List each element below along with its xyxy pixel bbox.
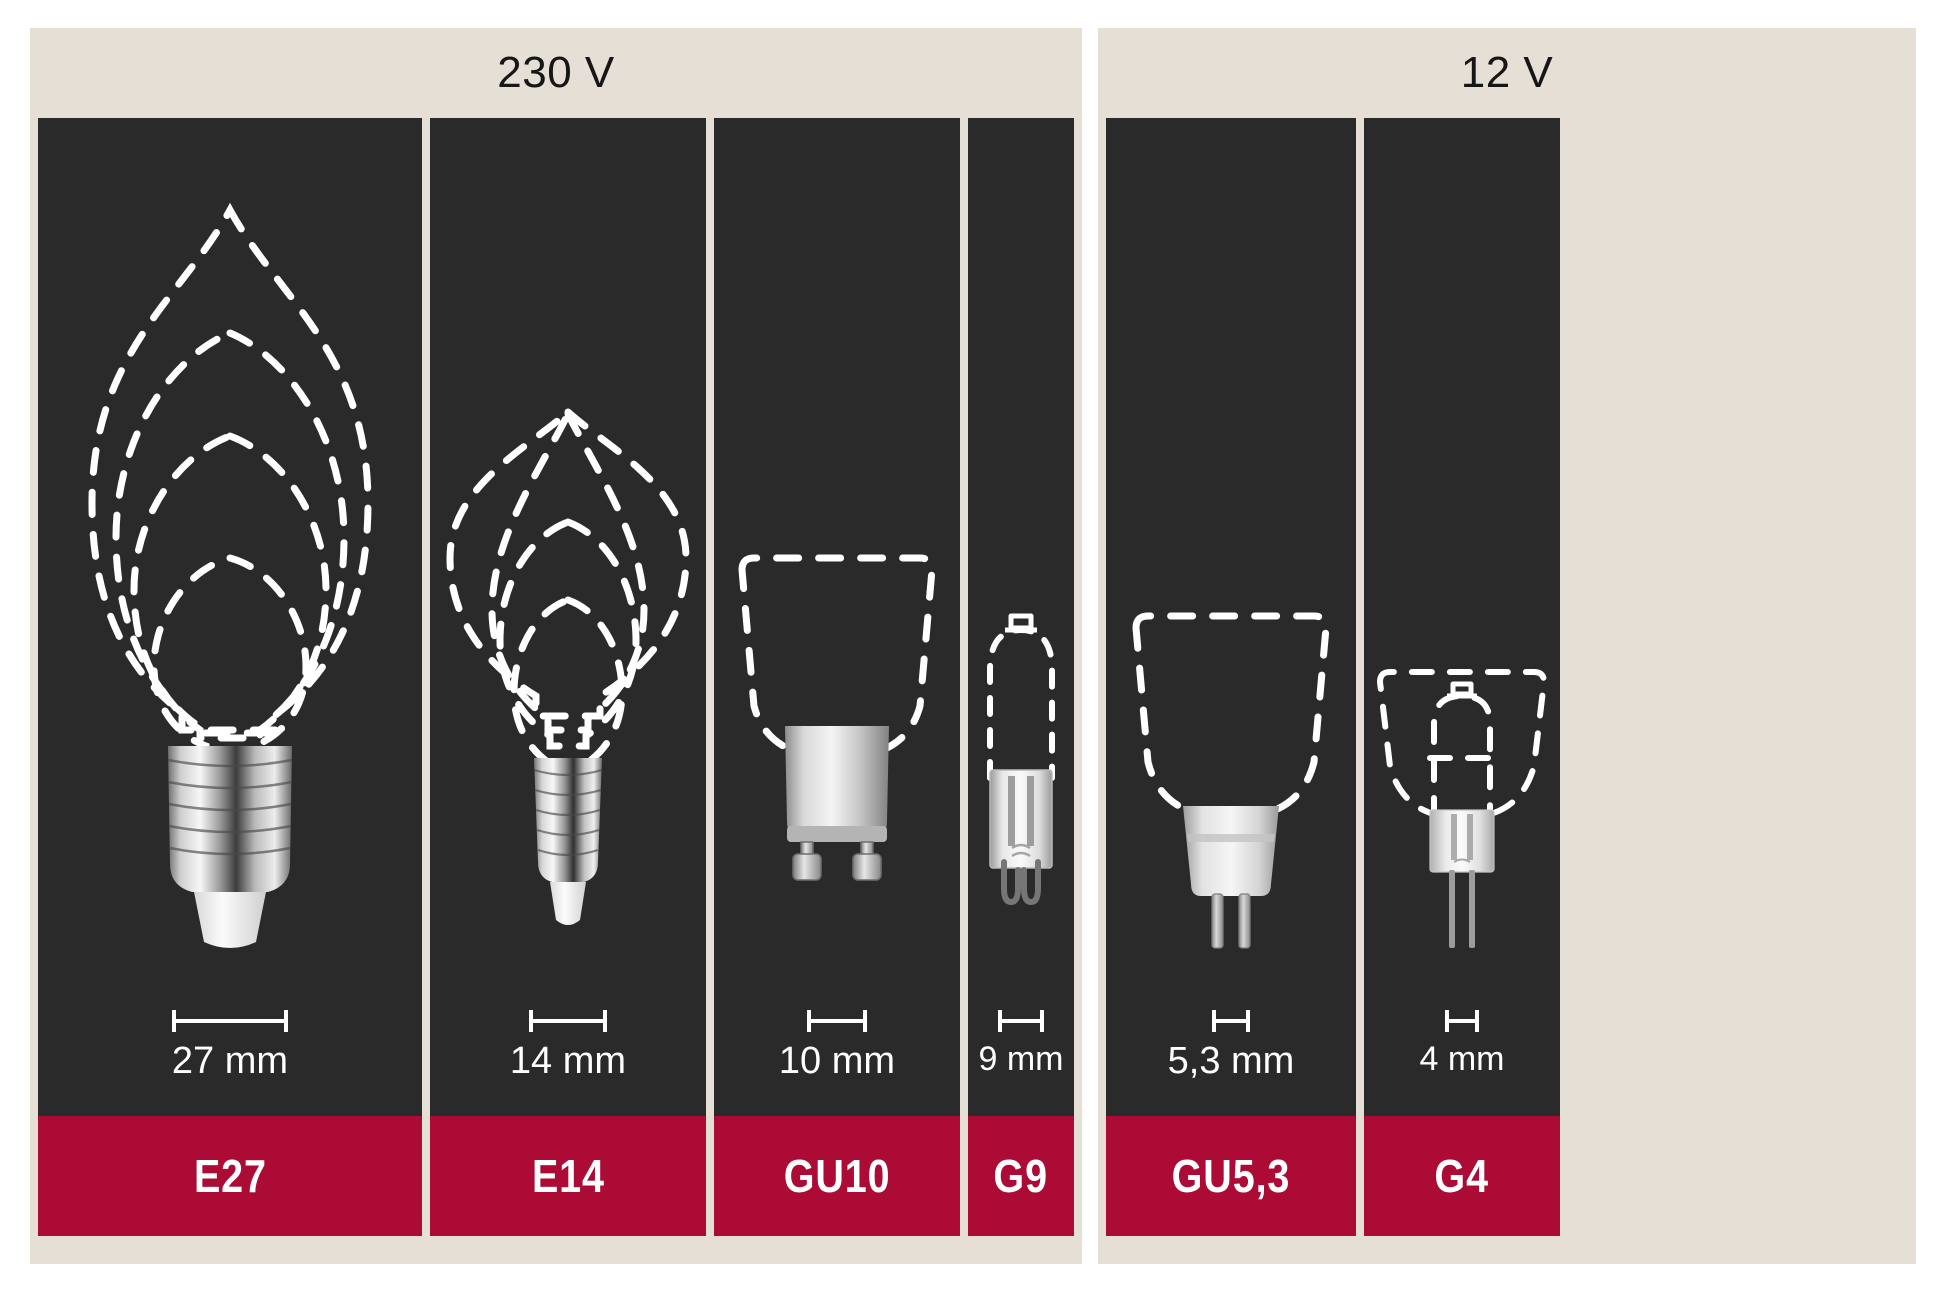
socket-measure-e14: 14 mm (430, 996, 706, 1116)
socket-column-g4[interactable]: 4 mm G4 (1364, 118, 1560, 1236)
measure-bar-gu53 (1212, 1010, 1250, 1032)
socket-name-bar-gu53: GU5,3 (1106, 1116, 1356, 1236)
measure-bar-e27 (172, 1010, 288, 1032)
socket-art-e27 (38, 118, 422, 996)
socket-measure-g9: 9 mm (968, 996, 1074, 1116)
socket-art-g9 (968, 118, 1074, 996)
socket-column-gu53[interactable]: 5,3 mm GU5,3 (1106, 118, 1356, 1236)
socket-art-g4 (1364, 118, 1560, 996)
measure-label-g9: 9 mm (978, 1040, 1064, 1078)
bulb-outline-c (130, 432, 330, 742)
measure-bar-e14 (529, 1010, 607, 1032)
socket-name-g4: G4 (1434, 1150, 1490, 1202)
bulb-outline-b (488, 406, 648, 734)
voltage-group-230v-title: 230 V (497, 48, 615, 97)
socket-art-gu10 (714, 118, 960, 996)
socket-measure-e27: 27 mm (38, 996, 422, 1116)
socket-name-g9: G9 (993, 1150, 1049, 1202)
voltage-group-12v: 12 V (1098, 28, 1916, 1264)
socket-name-bar-g9: G9 (968, 1116, 1074, 1236)
socket-art-gu53 (1106, 118, 1356, 996)
socket-name-e27: E27 (193, 1150, 267, 1202)
g4-two-thin-pin-base (1429, 809, 1495, 948)
socket-name-bar-e27: E27 (38, 1116, 422, 1236)
capsule-outline (987, 626, 1055, 781)
gu53-two-pin-base (1183, 806, 1279, 949)
measure-bar-g9 (998, 1010, 1044, 1032)
socket-column-g9[interactable]: 9 mm G9 (968, 118, 1074, 1236)
socket-name-gu53: GU5,3 (1171, 1150, 1291, 1202)
reflector-outline (1376, 669, 1548, 822)
reflector-outline (1132, 612, 1330, 822)
socket-name-gu10: GU10 (783, 1150, 891, 1202)
measure-bar-g4 (1445, 1010, 1479, 1032)
socket-column-e14[interactable]: 14 mm E14 (430, 118, 706, 1236)
socket-column-e27[interactable]: 27 mm E27 (38, 118, 422, 1236)
voltage-group-230v: 230 V (30, 28, 1082, 1264)
bulb-outline-a (88, 202, 372, 734)
socket-measure-g4: 4 mm (1364, 996, 1560, 1116)
bulb-outline-d (150, 554, 310, 756)
e14-screw-base (533, 758, 603, 925)
capsule-outline (1431, 692, 1493, 821)
measure-label-gu53: 5,3 mm (1167, 1040, 1295, 1082)
bulb-outline-d (510, 596, 626, 778)
bulb-outline-b (112, 329, 348, 737)
e27-screw-base (167, 746, 293, 948)
g4-tip-nub (1447, 681, 1477, 699)
socket-art-e14 (430, 118, 706, 996)
measure-label-g4: 4 mm (1419, 1040, 1505, 1078)
socket-name-e14: E14 (531, 1150, 605, 1202)
socket-name-bar-gu10: GU10 (714, 1116, 960, 1236)
socket-measure-gu10: 10 mm (714, 996, 960, 1116)
socket-name-bar-e14: E14 (430, 1116, 706, 1236)
bulb-outline-c (496, 518, 640, 750)
measure-bar-gu10 (807, 1010, 867, 1032)
socket-measure-gu53: 5,3 mm (1106, 996, 1356, 1116)
reflector-outline (738, 554, 936, 762)
bulb-outline-a (446, 407, 690, 720)
gu10-twist-pin-base (785, 726, 889, 881)
socket-name-bar-g4: G4 (1364, 1116, 1560, 1236)
g9-loop-pin-base (989, 769, 1053, 906)
measure-label-gu10: 10 mm (778, 1040, 896, 1082)
socket-column-gu10[interactable]: 10 mm GU10 (714, 118, 960, 1236)
measure-label-e27: 27 mm (171, 1040, 289, 1082)
voltage-group-12v-title: 12 V (1460, 48, 1554, 97)
g9-tip-nub (1005, 613, 1037, 633)
measure-label-e14: 14 mm (509, 1040, 627, 1082)
